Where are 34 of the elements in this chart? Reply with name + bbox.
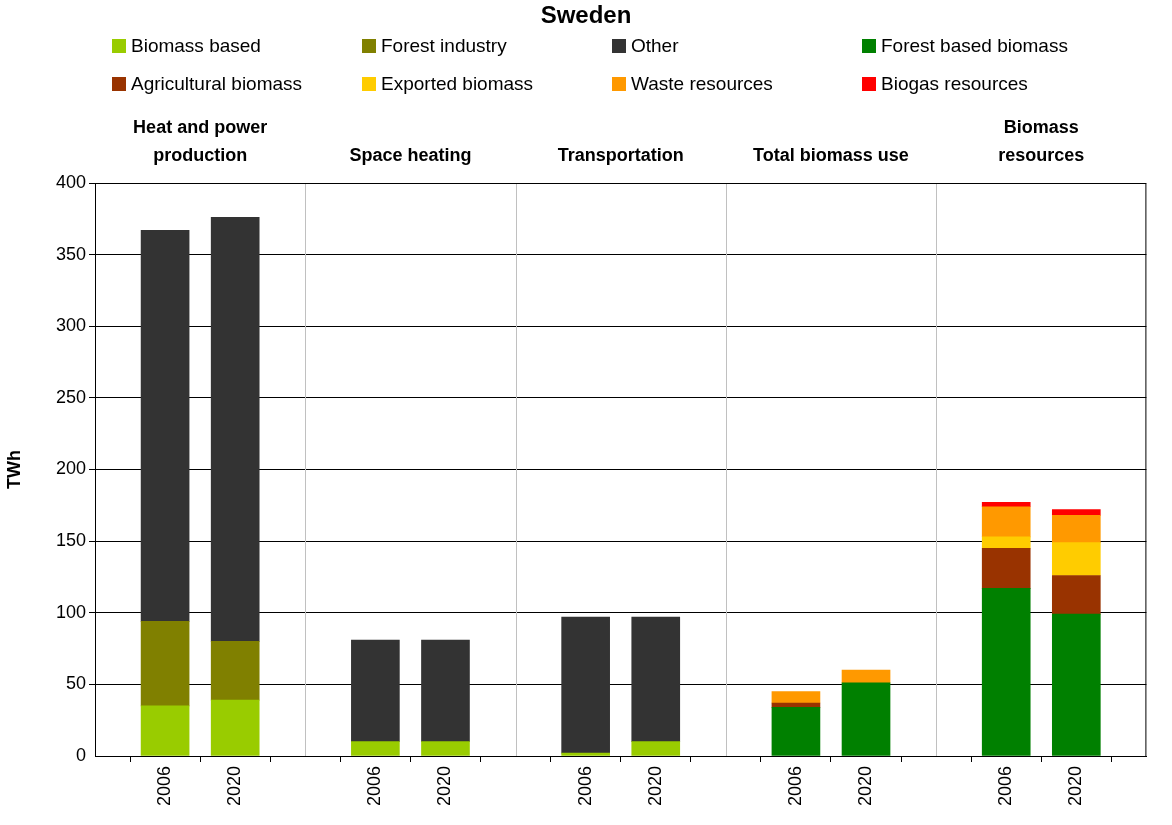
y-tick-label: 150	[55, 530, 86, 551]
x-tick-label: 2006	[364, 766, 385, 807]
legend-label: Forest industry	[381, 35, 507, 57]
legend-label: Other	[631, 35, 679, 57]
text: Heat and power production	[133, 117, 268, 165]
text: Total biomass use	[753, 145, 909, 165]
chart-title: Sweden	[539, 0, 633, 30]
text: Space heating	[349, 145, 472, 165]
y-tick-label: 400	[55, 171, 86, 192]
x-tick-label: 2006	[574, 766, 595, 807]
y-tick-label: 250	[55, 386, 86, 407]
y-tick-label: 50	[65, 673, 86, 694]
x-tick-label: 2020	[1065, 766, 1086, 807]
y-tick-label: 0	[75, 744, 86, 765]
x-tick-label: 2006	[995, 766, 1016, 807]
x-tick-label: 2020	[855, 766, 875, 807]
y-tick-label: 300	[55, 315, 86, 336]
text: Transportation	[557, 145, 684, 165]
legend-label: Waste resources	[631, 73, 773, 95]
x-tick-label: 2006	[154, 766, 175, 807]
legend-label: Biomass based	[131, 35, 261, 57]
y-tick-label: 350	[55, 243, 86, 264]
x-tick-label: 2020	[434, 766, 455, 807]
legend-label: Forest based biomass	[881, 35, 1068, 57]
x-tick-label: 2020	[644, 766, 665, 807]
x-tick-label: 2006	[784, 766, 805, 807]
y-axis-title: TWh	[3, 450, 24, 489]
y-tick-label: 100	[55, 601, 86, 622]
legend-label: Biogas resources	[881, 73, 1028, 95]
legend-label: Exported biomass	[381, 73, 534, 95]
legend-label: Agricultural biomass	[131, 73, 303, 95]
x-tick-label: 2020	[224, 766, 245, 807]
y-tick-label: 200	[55, 458, 86, 479]
text: Biomass resources	[998, 117, 1085, 165]
